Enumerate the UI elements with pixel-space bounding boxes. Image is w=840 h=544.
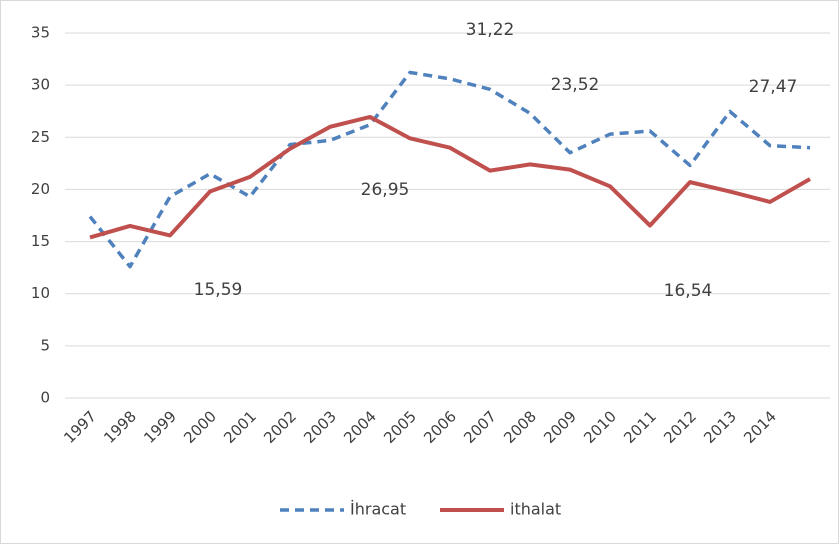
data-label: 26,95 — [361, 180, 410, 200]
series-line — [89, 114, 811, 240]
data-label: 16,54 — [664, 281, 713, 301]
data-label: 31,22 — [466, 20, 515, 40]
y-tick-label: 20 — [31, 180, 50, 198]
y-tick-label: 10 — [31, 284, 50, 302]
data-label: 23,52 — [551, 75, 600, 95]
y-tick-label: 25 — [31, 128, 50, 146]
y-tick-label: 35 — [31, 24, 50, 42]
y-tick-label: 15 — [31, 232, 50, 250]
series-line — [88, 70, 811, 269]
data-label: 15,59 — [194, 280, 243, 300]
y-tick-label: 30 — [31, 76, 50, 94]
legend-label: İhracat — [350, 500, 406, 519]
legend-label: ithalat — [510, 500, 561, 519]
y-tick-label: 5 — [40, 336, 50, 354]
data-label: 27,47 — [749, 77, 798, 97]
y-tick-label: 0 — [40, 389, 50, 407]
